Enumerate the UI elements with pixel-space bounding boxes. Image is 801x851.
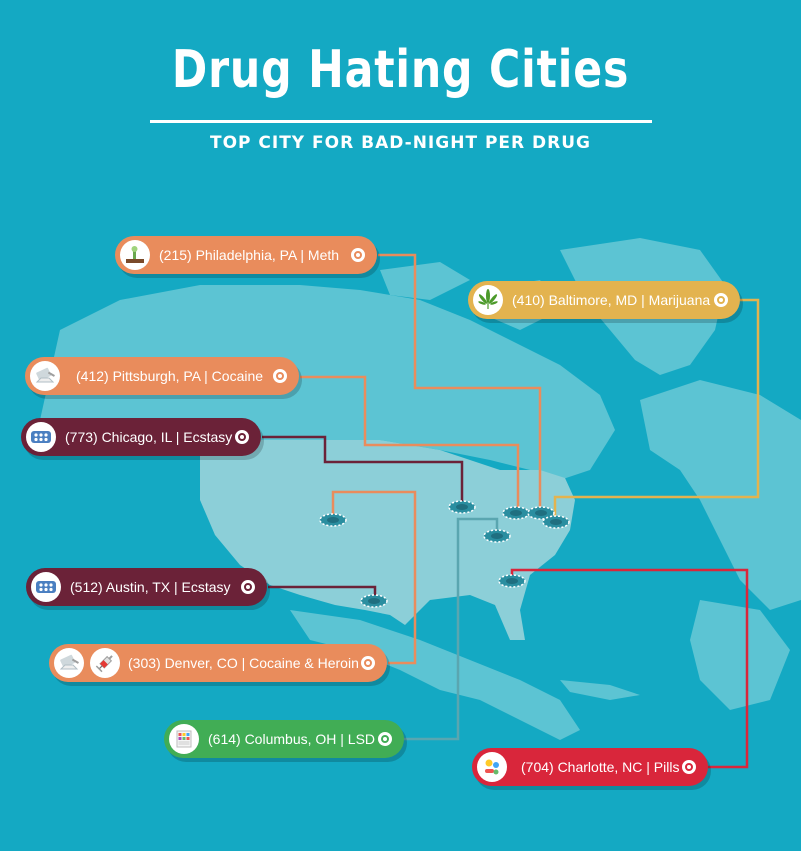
connector-chicago [262,435,464,505]
marker-charlotte [498,574,526,588]
label-pittsburgh[interactable]: (412) Pittsburgh, PA | Cocaine [25,357,299,395]
label-chicago[interactable]: (773) Chicago, IL | Ecstasy [21,418,261,456]
usa-landmass [200,440,575,640]
label-austin-text: (512) Austin, TX | Ecstasy [70,579,231,595]
label-charlotte[interactable]: (704) Charlotte, NC | Pills [472,748,708,786]
label-philadelphia[interactable]: (215) Philadelphia, PA | Meth [115,236,377,274]
connector-columbus [400,517,499,741]
label-denver[interactable]: (303) Denver, CO | Cocaine & Heroin [49,644,387,682]
marijuana-leaf-icon [473,285,503,315]
connector-charlotte [510,568,749,769]
right-lower-landmass [690,600,790,710]
label-baltimore[interactable]: (410) Baltimore, MD | Marijuana [468,281,740,319]
label-austin[interactable]: (512) Austin, TX | Ecstasy [26,568,267,606]
label-columbus[interactable]: (614) Columbus, OH | LSD [164,720,404,758]
ecstasy-pills-icon [26,422,56,452]
marker-baltimore [542,515,570,529]
connector-denver [331,490,417,665]
label-columbus-dot [378,732,392,746]
caribbean-landmass [560,680,640,700]
label-chicago-dot [235,430,249,444]
cocaine-icon [54,648,84,678]
label-charlotte-text: (704) Charlotte, NC | Pills [521,759,680,775]
connector-pittsburgh [300,375,520,510]
eurasia-landmass [640,380,801,610]
label-chicago-text: (773) Chicago, IL | Ecstasy [65,429,233,445]
marker-austin [360,594,388,608]
page-subtitle: TOP CITY FOR BAD-NIGHT PER DRUG [209,133,591,153]
pills-icon [477,752,507,782]
label-baltimore-dot [714,293,728,307]
lsd-icon [169,724,199,754]
ecstasy-pills-icon [31,572,61,602]
label-baltimore-text: (410) Baltimore, MD | Marijuana [512,292,711,308]
connector-philadelphia [378,253,542,512]
label-pittsburgh-dot [273,369,287,383]
arctic-islands [380,262,470,300]
syringe-icon [90,648,120,678]
title-divider [150,120,652,123]
page-title: Drug Hating Cities [171,40,630,100]
meth-icon [120,240,150,270]
cocaine-icon [30,361,60,391]
label-denver-dot [361,656,375,670]
marker-chicago [448,500,476,514]
label-columbus-text: (614) Columbus, OH | LSD [208,731,376,747]
marker-denver [319,513,347,527]
marker-philadelphia [527,506,555,520]
marker-pittsburgh [502,506,530,520]
label-philadelphia-dot [351,248,365,262]
marker-columbus [483,529,511,543]
label-denver-text: (303) Denver, CO | Cocaine & Heroin [128,655,359,671]
mexico-landmass [290,610,580,740]
label-philadelphia-text: (215) Philadelphia, PA | Meth [159,247,340,263]
label-pittsburgh-text: (412) Pittsburgh, PA | Cocaine [76,368,264,384]
label-austin-dot [241,580,255,594]
connector-baltimore [553,298,760,520]
label-charlotte-dot [682,760,696,774]
